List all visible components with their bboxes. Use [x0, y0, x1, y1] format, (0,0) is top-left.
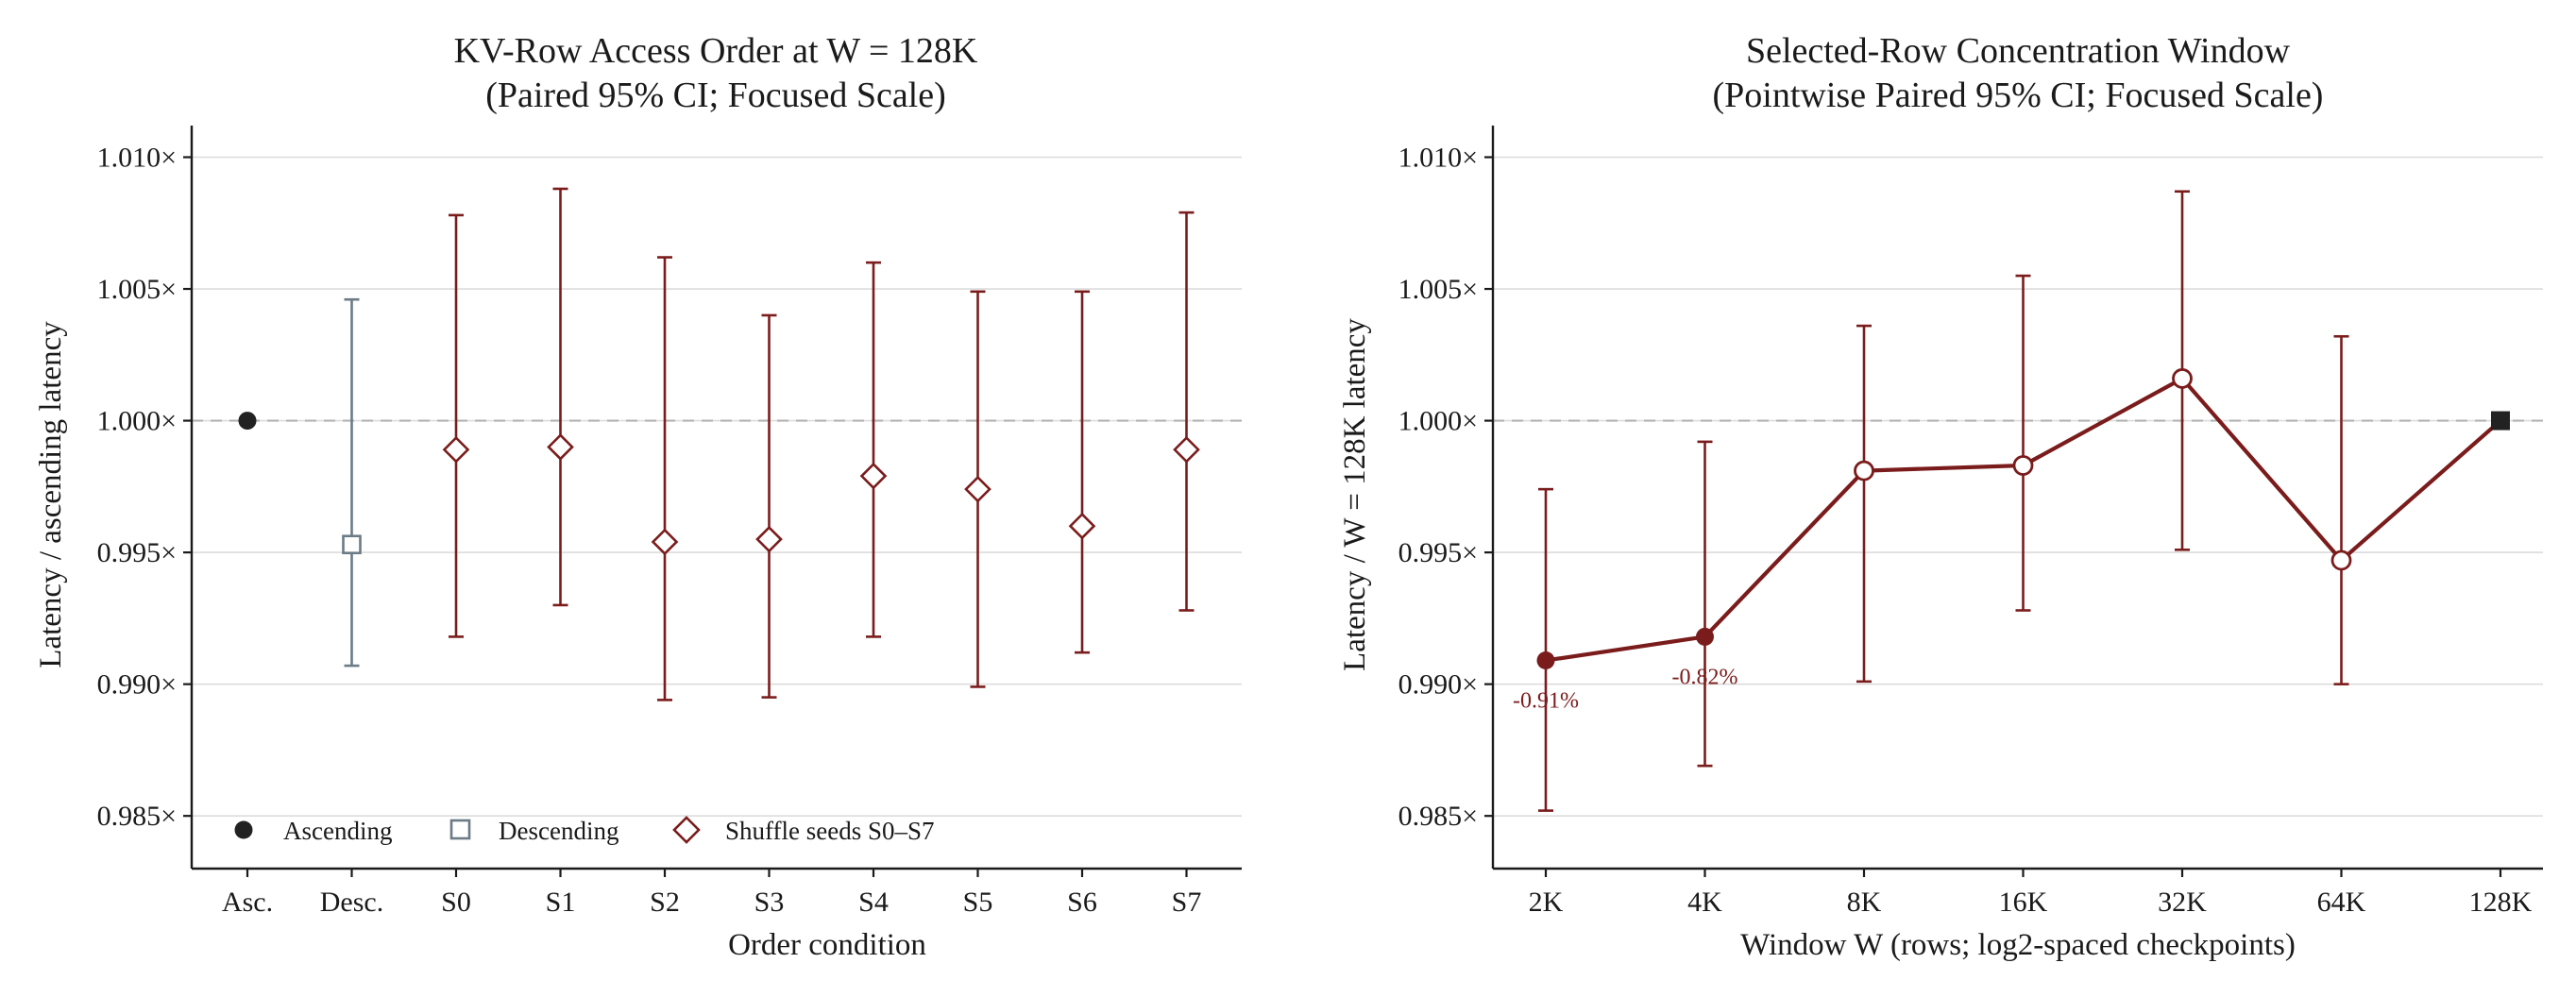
- right-point-2k-marker: [1536, 651, 1555, 670]
- left-point-s1-ci: [552, 187, 568, 607]
- right-point-128k-marker: [2491, 411, 2510, 431]
- left-point-desc-marker: [342, 534, 362, 555]
- right-x-tick-label-2k: 2K: [1529, 887, 1564, 918]
- left-x-tick-label-s2: S2: [650, 887, 680, 918]
- left-gridlines: [192, 156, 1242, 817]
- right-annotation-2k: -0.91%: [1513, 689, 1579, 714]
- left-y-axis-label: Latency / ascending latency: [34, 321, 68, 668]
- right-point-64k-marker: [2330, 549, 2352, 571]
- right-x-tick-label-128k: 128K: [2469, 887, 2533, 918]
- right-gridlines: [1493, 156, 2543, 817]
- left-y-tick-label-0: 0.985×: [97, 801, 177, 832]
- left-chart-subtitle: (Paired 95% CI; Focused Scale): [485, 76, 946, 115]
- right-y-tick-label-2: 0.995×: [1398, 537, 1478, 568]
- left-point-s5-marker: [964, 475, 991, 503]
- left-legend: Ascending Descending Shuffle seeds S0–S7: [234, 816, 935, 845]
- right-x-tick-label-32k: 32K: [2158, 887, 2207, 918]
- left-point-s7-ci: [1178, 211, 1195, 612]
- left-point-s2-marker: [651, 528, 679, 556]
- left-y-tick-label-1: 0.990×: [97, 669, 177, 701]
- left-y-tick-label-4: 1.005×: [97, 274, 177, 305]
- left-point-s4-ci: [866, 261, 881, 638]
- left-x-axis-label: Order condition: [728, 928, 926, 962]
- legend-ascending-label: Ascending: [283, 817, 392, 845]
- left-x-tick-label-s1: S1: [546, 887, 576, 918]
- left-point-asc-marker: [238, 412, 257, 431]
- left-x-tick-label-s3: S3: [754, 887, 785, 918]
- right-y-tick-label-1: 0.990×: [1398, 669, 1478, 701]
- left-point-s3-ci: [761, 313, 777, 699]
- left-chart-title: KV-Row Access Order at W = 128K: [454, 31, 978, 71]
- left-point-s4-marker: [859, 462, 888, 490]
- right-x-tick-label-8k: 8K: [1847, 887, 1882, 918]
- right-point-32k-marker: [2172, 368, 2193, 389]
- left-point-desc-ci: [344, 297, 360, 667]
- left-x-tick-label-desc: Desc.: [320, 887, 383, 918]
- right-y-axis-label: Latency / W = 128K latency: [1338, 318, 1372, 671]
- right-x-axis-label: Window W (rows; log2-spaced checkpoints): [1740, 928, 2296, 962]
- left-x-tick-label-s0: S0: [441, 887, 471, 918]
- legend-shuffle-marker: [672, 816, 701, 844]
- legend-descending-label: Descending: [499, 817, 619, 845]
- right-ci-64k: [2333, 334, 2349, 685]
- right-y-tick-label-3: 1.000×: [1398, 406, 1478, 437]
- left-y-tick-label-3: 1.000×: [97, 406, 177, 437]
- legend-ascending-marker: [234, 820, 253, 839]
- right-ci-2k: [1538, 487, 1553, 812]
- right-y-tick-label-5: 1.010×: [1398, 142, 1478, 173]
- right-point-4k-marker: [1696, 627, 1714, 646]
- left-point-s7-marker: [1173, 435, 1200, 464]
- right-chart-title: Selected-Row Concentration Window: [1746, 31, 2291, 71]
- right-plot-marks: -0.91% -0.82%: [1513, 190, 2510, 812]
- right-point-8k-marker: [1854, 460, 1874, 482]
- left-point-s0-marker: [442, 435, 470, 464]
- left-axes: 0.985× 0.990× 0.995× 1.000× 1.005× 1.010× Asc.…: [97, 126, 1242, 918]
- left-x-tick-label-s5: S5: [963, 887, 993, 918]
- left-point-s3-marker: [755, 525, 783, 553]
- right-chart-subtitle: (Pointwise Paired 95% CI; Focused Scale): [1713, 76, 2324, 115]
- right-point-16k-marker: [2012, 455, 2034, 476]
- left-point-s2-ci: [657, 256, 672, 701]
- right-x-tick-label-4k: 4K: [1687, 887, 1722, 918]
- left-x-tick-label-s7: S7: [1172, 887, 1202, 918]
- right-ci-8k: [1856, 324, 1872, 684]
- legend-descending-marker: [449, 819, 471, 840]
- right-chart-panel: Selected-Row Concentration Window (Point…: [1338, 31, 2543, 962]
- left-y-tick-label-5: 1.010×: [97, 142, 177, 173]
- left-point-s6-ci: [1075, 290, 1090, 654]
- right-y-tick-label-4: 1.005×: [1398, 274, 1478, 305]
- right-annotation-4k: -0.82%: [1672, 665, 1738, 689]
- right-ci-4k: [1697, 440, 1713, 768]
- left-point-s1-marker: [547, 433, 574, 461]
- left-point-s6-marker: [1068, 512, 1096, 540]
- left-point-s0-ci: [449, 213, 464, 638]
- right-ci-16k: [2015, 274, 2031, 612]
- right-x-tick-label-16k: 16K: [1999, 887, 2048, 918]
- left-chart-panel: KV-Row Access Order at W = 128K (Paired …: [34, 31, 1242, 962]
- left-x-tick-label-s6: S6: [1067, 887, 1097, 918]
- left-x-tick-label-asc: Asc.: [222, 887, 273, 918]
- left-y-tick-label-2: 0.995×: [97, 537, 177, 568]
- right-y-tick-label-0: 0.985×: [1398, 801, 1478, 832]
- left-plot-marks: [238, 187, 1200, 701]
- right-x-tick-label-64k: 64K: [2317, 887, 2366, 918]
- right-axes: 0.985× 0.990× 0.995× 1.000× 1.005× 1.010× 2K 4K…: [1398, 126, 2543, 918]
- left-x-tick-label-s4: S4: [858, 887, 889, 918]
- legend-shuffle-label: Shuffle seeds S0–S7: [725, 817, 935, 845]
